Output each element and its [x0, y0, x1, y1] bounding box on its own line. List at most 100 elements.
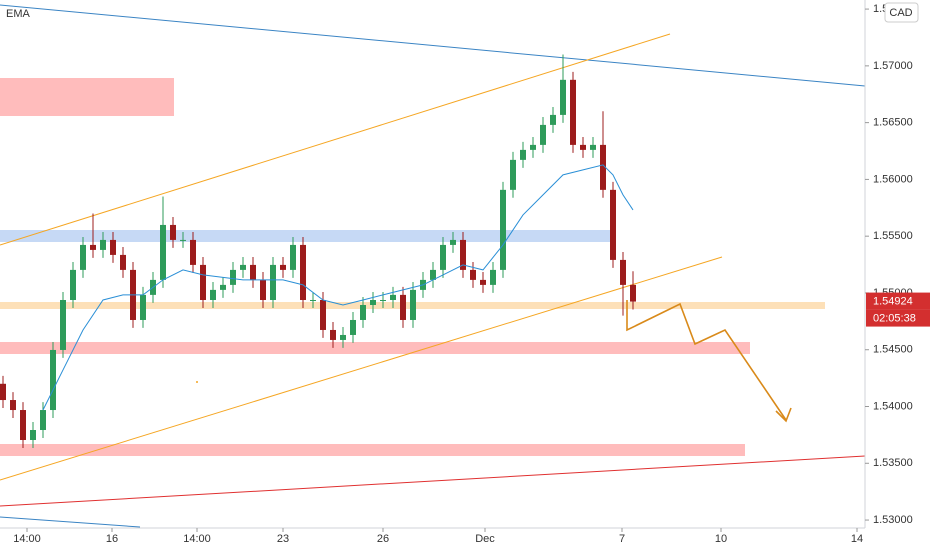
- candle-body: [80, 244, 86, 270]
- arrow-head: [775, 407, 792, 423]
- candle-body: [290, 244, 296, 270]
- channel-line: [0, 33, 671, 246]
- candle-body: [40, 410, 46, 431]
- trend-line: [0, 455, 866, 507]
- support-zone: [0, 342, 750, 354]
- y-tick-label: 1.56000: [873, 173, 913, 185]
- candle-body: [370, 299, 376, 305]
- candle-body: [330, 329, 336, 340]
- candle-body: [20, 410, 26, 440]
- candle-body: [470, 269, 476, 280]
- candle-body: [390, 294, 396, 300]
- candle-body: [210, 289, 216, 300]
- candle-body: [550, 114, 556, 125]
- candle-body: [0, 383, 6, 401]
- candle-body: [630, 284, 636, 302]
- candle-body: [280, 264, 286, 270]
- candle-body: [480, 279, 486, 285]
- candle-body: [300, 244, 306, 300]
- y-tick-label: 1.57000: [873, 60, 913, 72]
- candle-body: [160, 224, 166, 280]
- candle-body: [50, 349, 56, 411]
- x-tick-label: 14: [851, 533, 863, 545]
- x-tick-label: 23: [277, 533, 289, 545]
- x-tick-label: 14:00: [13, 533, 41, 545]
- y-tick-label: 1.55500: [873, 230, 913, 242]
- candle-body: [120, 254, 126, 270]
- ema-line: [42, 164, 634, 411]
- candle-body: [270, 264, 276, 300]
- currency: CAD: [889, 7, 912, 19]
- candle-body: [520, 149, 526, 160]
- candle-body: [490, 269, 496, 285]
- projection-arrow: [626, 300, 787, 421]
- candle-body: [320, 299, 326, 330]
- candle-body: [340, 334, 346, 340]
- candle-body: [110, 239, 116, 255]
- countdown-badge: [866, 309, 930, 327]
- x-tick-label: 16: [106, 533, 118, 545]
- currency-badge: [884, 2, 919, 23]
- candle-body: [440, 244, 446, 270]
- candle-body: [220, 284, 226, 290]
- resistance-zone: [0, 230, 615, 242]
- y-tick-label: 1.54500: [873, 344, 913, 356]
- candle-body: [460, 239, 466, 270]
- y-tick-label: 1.53500: [873, 457, 913, 469]
- candle-body: [70, 269, 76, 300]
- candle-body: [570, 79, 576, 145]
- candle-body: [380, 299, 386, 301]
- trend-line: [0, 516, 141, 528]
- candle-body: [430, 269, 436, 280]
- candle-body: [500, 189, 506, 270]
- x-tick-label: 26: [377, 533, 389, 545]
- x-tick-label: 14:00: [183, 533, 211, 545]
- axis-labels: 1.575001.570001.565001.560001.555001.550…: [13, 3, 930, 545]
- candle-body: [30, 430, 36, 440]
- candle-body: [10, 400, 16, 411]
- price-badge: [866, 292, 930, 310]
- candle-body: [590, 144, 596, 150]
- x-tick-label: Dec: [475, 533, 495, 545]
- candle-body: [410, 289, 416, 320]
- trend-line: [0, 4, 866, 87]
- candle-body: [60, 299, 66, 350]
- y-tick-label: 1.53000: [873, 514, 913, 526]
- dot: [196, 381, 198, 383]
- candle-body: [400, 294, 406, 320]
- candle-body: [260, 279, 266, 300]
- candle-body: [200, 264, 206, 300]
- candle-body: [580, 144, 586, 150]
- indicator-label: EMA: [6, 8, 31, 20]
- channel-line: [0, 256, 723, 481]
- marks: [0, 54, 636, 448]
- candle-body: [140, 294, 146, 320]
- y-tick-label: 1.56500: [873, 117, 913, 129]
- candle-body: [360, 304, 366, 320]
- candle-body: [230, 269, 236, 285]
- candle-body: [240, 264, 246, 270]
- candle-body: [610, 189, 616, 260]
- candle-body: [180, 239, 186, 241]
- x-tick-label: 10: [715, 533, 727, 545]
- candle-body: [450, 239, 456, 245]
- resistance-zone: [0, 78, 174, 116]
- x-tick-label: 7: [619, 533, 625, 545]
- candle-body: [560, 79, 566, 115]
- countdown: 02:05:38: [873, 312, 916, 324]
- candle-body: [310, 299, 316, 301]
- candle-body: [170, 224, 176, 240]
- candle-body: [100, 239, 106, 250]
- candle-body: [540, 124, 546, 145]
- last-price: 1.54924: [873, 295, 913, 307]
- candle-body: [510, 159, 516, 190]
- candle-body: [530, 144, 536, 150]
- candle-body: [350, 319, 356, 335]
- candle-body: [620, 259, 626, 285]
- candle-body: [250, 264, 256, 280]
- y-tick-label: 1.54000: [873, 400, 913, 412]
- support-zone: [0, 444, 745, 456]
- candle-body: [190, 239, 196, 265]
- candle-body: [600, 144, 606, 190]
